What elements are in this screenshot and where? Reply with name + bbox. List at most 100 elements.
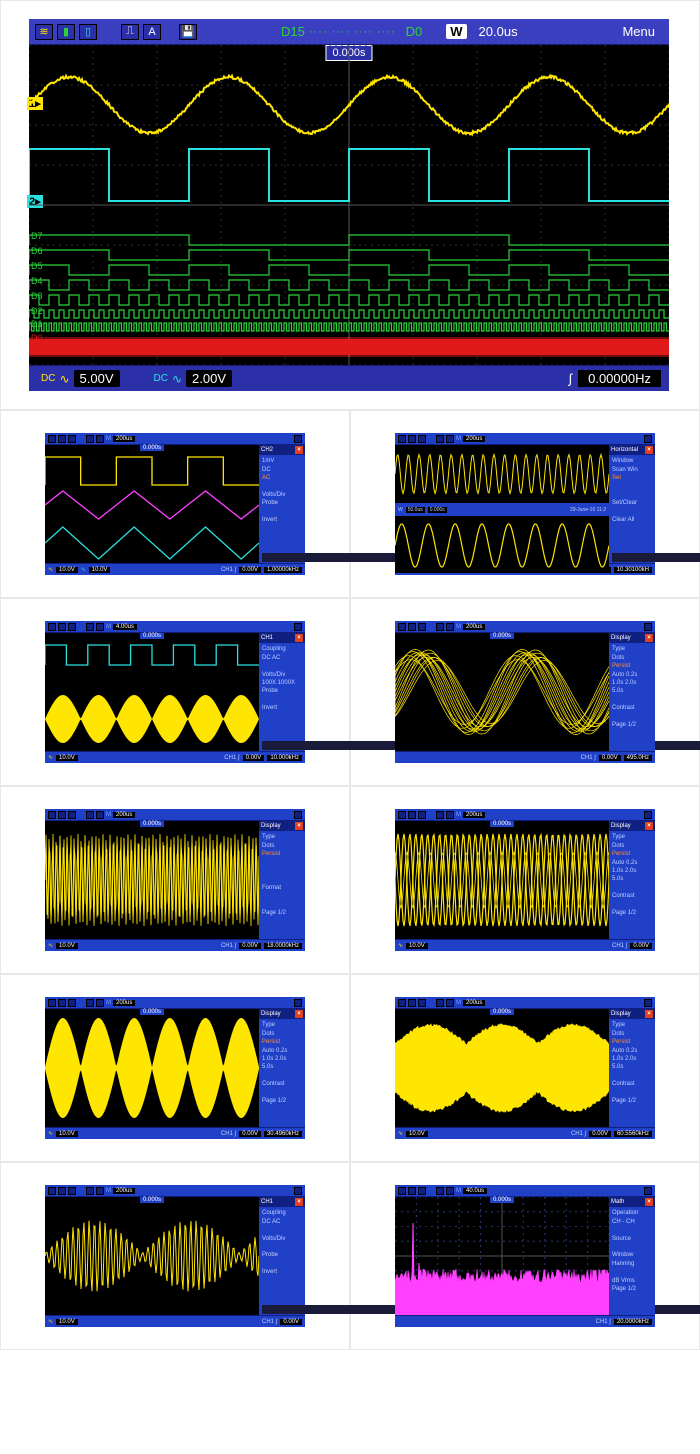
thumb-cell: M200us W50.0us0.000s29-June-10 11:2Horiz… [350,410,700,598]
scope-thumbnail[interactable]: M40.0us 0.000sMath×OperationCH - CH Sour… [395,1185,655,1327]
scope-thumbnail[interactable]: M200us W50.0us0.000s29-June-10 11:2Horiz… [395,433,655,575]
timebase-value: 20.0us [479,24,518,39]
ch2-coupling: DC [154,373,168,384]
gallery-page: ≋ ▮ ▯ ⎍ A 💾 D15 ···· ···· ···· ···· D0 W… [0,0,700,1350]
thumb-cell: M200us 0.000sDisplay×TypeDotsPersistAuto… [350,786,700,974]
thumbnail-grid: M200us 0.000sCH2×1mVDCAC Volts/DivProbe … [0,410,700,1350]
close-icon[interactable]: × [295,1198,303,1206]
thumb-body: W50.0us0.000s29-June-10 11:2Horizontal×W… [395,445,655,563]
wave-mode-icon[interactable]: ≋ [35,24,53,40]
menu-button[interactable]: Menu [622,24,663,39]
trigger-edge-icon: ∫ [569,371,573,386]
scope-thumbnail[interactable]: M200us 0.000sDisplay×TypeDotsPersistAuto… [45,997,305,1139]
scope-thumbnail[interactable]: M200us 0.000sCH2×1mVDCAC Volts/DivProbe … [45,433,305,575]
thumb-toolbar: M40.0us [395,1185,655,1197]
thumb-cell: M200us 0.000sDisplay×TypeDotsPersistAuto… [0,974,350,1162]
close-icon[interactable]: × [645,1198,653,1206]
pulse-icon[interactable]: ⎍ [121,24,139,40]
close-icon[interactable]: × [295,822,303,830]
scope-thumbnail[interactable]: M200us 0.000sCH1×CouplingDC AC Volts/Div… [45,1185,305,1327]
svg-text:D7: D7 [31,231,43,241]
close-icon[interactable]: × [295,446,303,454]
thumb-row: M200us 0.000sCH2×1mVDCAC Volts/DivProbe … [0,410,700,598]
thumb-body: 0.000sDisplay×TypeDotsPersistAuto 0.2s1.… [395,821,655,939]
scope-thumbnail[interactable]: M4.00us 0.000sCH1×CouplingDC AC Volts/Di… [45,621,305,763]
thumb-row: M200us 0.000sDisplay×TypeDotsPersistAuto… [0,974,700,1162]
digital-lane-dots: ···· ···· ···· ···· [309,26,396,38]
oscilloscope-main: ≋ ▮ ▯ ⎍ A 💾 D15 ···· ···· ···· ···· D0 W… [29,19,669,391]
thumb-side-menu[interactable]: CH1×CouplingDC AC Volts/Div Probe Invert [259,1197,305,1315]
thumb-status-bar: ∿10.0VCH1 ∫0.00V [395,939,655,951]
thumb-status-bar: ∿10.0VCH1 ∫0.00V18.0000kHz [45,939,305,951]
scope-thumbnail[interactable]: M200us 0.000sDisplay×TypeDotsPersist For… [45,809,305,951]
thumb-status-bar: ∿10.0V∿10.0VCH1 ∫0.00V1.00000kHz [45,563,305,575]
digital-d15-label: D15 [281,24,305,39]
thumb-plot: W50.0us0.000s29-June-10 11:2 [395,445,609,563]
thumb-plot: 0.000s [395,821,609,939]
thumb-toolbar: M200us [395,997,655,1009]
close-icon[interactable]: × [295,1010,303,1018]
thumb-side-menu[interactable]: Display×TypeDotsPersistAuto 0.2s1.0s 2.0… [259,1009,305,1127]
thumb-plot: 0.000s [45,821,259,939]
ch1-vdiv: 5.00V [74,370,120,387]
thumb-toolbar: M200us [45,1185,305,1197]
thumb-side-menu[interactable]: CH1×CouplingDC AC Volts/Div100X 1000XPro… [259,633,305,751]
thumb-side-menu[interactable]: Math×OperationCH - CH Source WindowHanni… [609,1197,655,1315]
svg-text:D4: D4 [31,276,43,286]
close-icon[interactable]: × [645,446,653,454]
waveform-canvas: D7D6D5D4D3D2D1D0 [29,45,669,365]
thumb-side-menu[interactable]: Display×TypeDotsPersist Format Page 1/2 [259,821,305,939]
trigger-mode-icon[interactable]: ▯ [79,24,97,40]
thumb-side-menu[interactable]: Display×TypeDotsPersistAuto 0.2s1.0s 2.0… [609,821,655,939]
close-icon[interactable]: × [645,634,653,642]
run-mode-icon[interactable]: ▮ [57,24,75,40]
close-icon[interactable]: × [645,1010,653,1018]
thumb-status-bar: ∿10.0VCH1 ∫0.00V30.4960kHz [45,1127,305,1139]
thumb-body: 0.000sCH1×CouplingDC AC Volts/Div100X 10… [45,633,305,751]
scope-graticule[interactable]: 0.000s 1▸ 2▸ D7D6D5D4D3D2D1D0 [29,45,669,365]
thumb-body: 0.000sMath×OperationCH - CH Source Windo… [395,1197,655,1315]
thumb-body: 0.000sDisplay×TypeDotsPersist Format Pag… [45,821,305,939]
thumb-body: 0.000sDisplay×TypeDotsPersistAuto 0.2s1.… [45,1009,305,1127]
thumb-toolbar: M200us [45,809,305,821]
frequency-readout: 0.00000Hz [578,370,661,387]
thumb-cell: M200us 0.000sCH2×1mVDCAC Volts/DivProbe … [0,410,350,598]
thumb-toolbar: M4.00us [45,621,305,633]
thumb-row: M200us 0.000sCH1×CouplingDC AC Volts/Div… [0,1162,700,1350]
thumb-side-menu[interactable]: Display×TypeDotsPersistAuto 0.2s1.0s 2.0… [609,633,655,751]
thumb-status-bar: CH1 ∫20.0000kHz [395,1315,655,1327]
save-icon[interactable]: 💾 [179,24,197,40]
thumb-body: 0.000sDisplay×TypeDotsPersistAuto 0.2s1.… [395,1009,655,1127]
thumb-status-bar: ∿10.0VCH1 ∫0.00V10.000kHz [45,751,305,763]
scope-thumbnail[interactable]: M200us 0.000sDisplay×TypeDotsPersistAuto… [395,809,655,951]
thumb-side-menu[interactable]: Display×TypeDotsPersistAuto 0.2s1.0s 2.0… [609,1009,655,1127]
ch1-wave-icon: ∿ [59,372,69,386]
thumb-cell: M40.0us 0.000sMath×OperationCH - CH Sour… [350,1162,700,1350]
thumb-cell: M200us 0.000sDisplay×TypeDotsPersist For… [0,786,350,974]
thumb-plot: 0.000s [45,1197,259,1315]
svg-text:D2: D2 [31,306,43,316]
thumb-body: 0.000sCH2×1mVDCAC Volts/DivProbe Invert [45,445,305,563]
scope-thumbnail[interactable]: M200us 0.000sDisplay×TypeDotsPersistAuto… [395,997,655,1139]
ch2-vdiv: 2.00V [186,370,232,387]
thumb-plot: 0.000s [395,633,609,751]
thumb-plot: 0.000s [395,1197,609,1315]
svg-text:D0: D0 [31,333,43,343]
auto-icon[interactable]: A [143,24,161,40]
thumb-body: 0.000sCH1×CouplingDC AC Volts/Div Probe … [45,1197,305,1315]
thumb-side-menu[interactable]: Horizontal×WindowScan WinSet Set/Clear C… [609,445,655,563]
close-icon[interactable]: × [645,822,653,830]
thumb-toolbar: M200us [45,997,305,1009]
window-mode-badge[interactable]: W [446,24,466,39]
thumb-status-bar: ∿10.0VCH1 ∫0.00V [45,1315,305,1327]
scope-thumbnail[interactable]: M200us 0.000sDisplay×TypeDotsPersistAuto… [395,621,655,763]
close-icon[interactable]: × [295,634,303,642]
scope-toolbar: ≋ ▮ ▯ ⎍ A 💾 D15 ···· ···· ···· ···· D0 W… [29,19,669,45]
thumb-cell: M200us 0.000sCH1×CouplingDC AC Volts/Div… [0,1162,350,1350]
thumb-side-menu[interactable]: CH2×1mVDCAC Volts/DivProbe Invert [259,445,305,563]
thumb-plot: 0.000s [45,633,259,751]
thumb-toolbar: M200us [395,621,655,633]
thumb-toolbar: M200us [395,809,655,821]
svg-text:D6: D6 [31,246,43,256]
main-cell: ≋ ▮ ▯ ⎍ A 💾 D15 ···· ···· ···· ···· D0 W… [0,0,700,410]
